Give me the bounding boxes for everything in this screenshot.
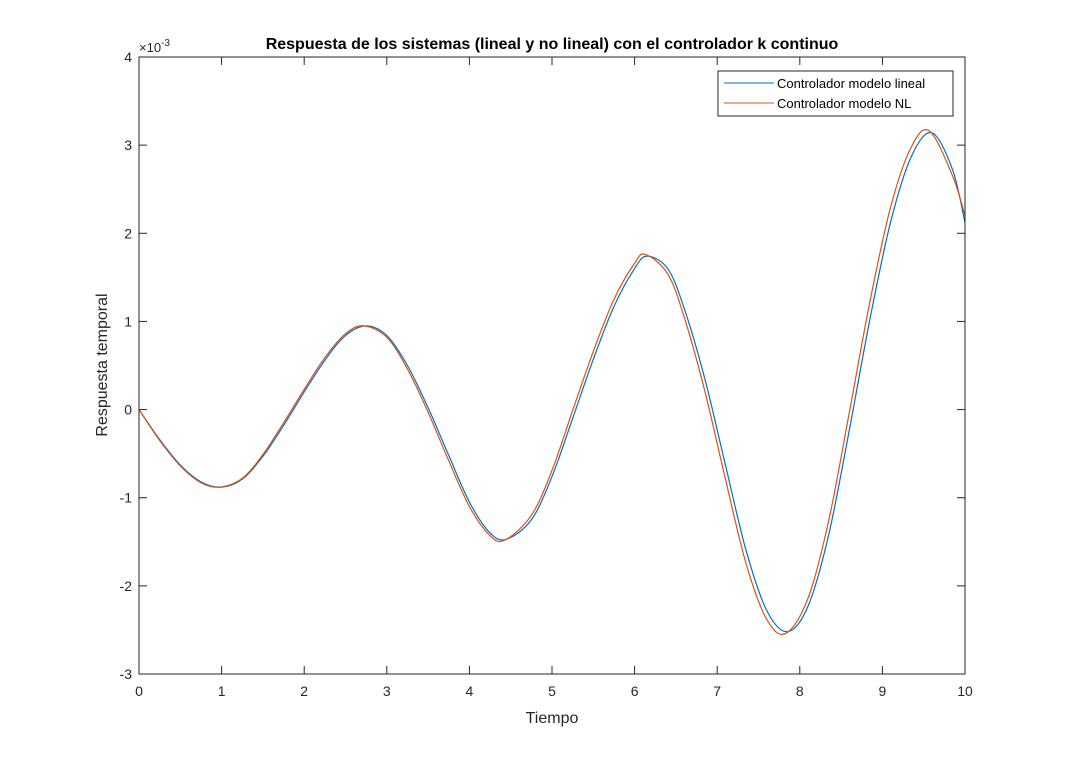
x-tick-label: 2 [300,683,308,699]
x-tick-label: 6 [631,683,639,699]
x-tick-label: 4 [466,683,474,699]
series-line-0 [138,131,966,633]
x-tick-label: 3 [383,683,391,699]
x-axis-ticks: 0 1 2 3 4 5 6 7 8 9 10 [135,57,973,699]
plot-area [139,57,965,674]
series-layer [138,129,966,635]
y-tick-label: 3 [124,137,132,153]
y-axis-exponent: ×10-3 [139,38,170,55]
y-tick-label: 2 [124,225,132,241]
y-tick-label: 1 [124,313,132,329]
series-line-1 [138,129,966,635]
y-tick-label: -2 [120,578,133,594]
y-axis-label: Respuesta temporal [94,293,111,436]
x-tick-label: 10 [957,683,973,699]
x-axis-label: Tiempo [526,710,579,727]
chart-title: Respuesta de los sistemas (lineal y no l… [266,36,839,53]
y-tick-label: 0 [124,402,132,418]
legend[interactable]: Controlador modelo lineal Controlador mo… [717,70,954,117]
x-tick-label: 8 [796,683,804,699]
x-tick-label: 1 [218,683,226,699]
x-tick-label: 7 [713,683,721,699]
y-tick-label: -1 [120,490,133,506]
y-tick-label: 4 [124,49,132,65]
x-tick-label: 0 [135,683,143,699]
y-tick-label: -3 [120,666,133,682]
svg-text:×10-3: ×10-3 [139,38,170,55]
exponent-power: -3 [161,38,170,49]
x-tick-label: 9 [879,683,887,699]
exponent-base: ×10 [139,40,161,55]
x-tick-label: 5 [548,683,556,699]
legend-label-lineal: Controlador modelo lineal [777,76,925,91]
y-axis-ticks: -3 -2 -1 0 1 2 3 4 [120,49,965,682]
legend-label-nl: Controlador modelo NL [777,96,911,111]
